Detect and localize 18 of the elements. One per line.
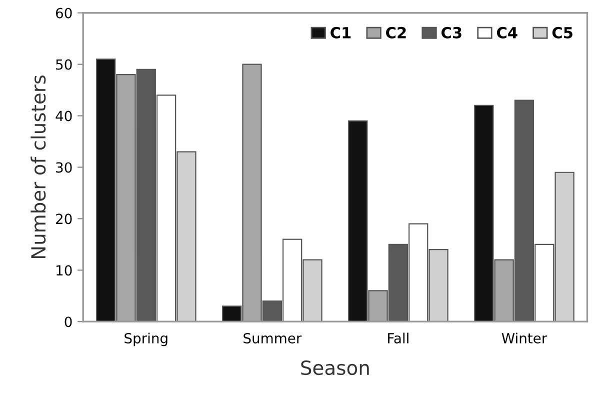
y-tick-label: 60	[56, 8, 72, 18]
x-tick-label: Winter	[502, 332, 548, 344]
x-axis-title: Season	[301, 360, 369, 376]
y-tick-label: 50	[56, 59, 72, 70]
legend-label: C2	[386, 26, 406, 38]
legend-label: C1	[330, 26, 351, 38]
y-tick-label: 10	[56, 265, 72, 276]
y-tick-label: 30	[56, 162, 72, 173]
x-tick-label: Fall	[388, 332, 408, 344]
legend-label: C3	[442, 26, 462, 38]
legend-label: C5	[552, 26, 572, 38]
y-tick-label: 40	[56, 110, 72, 122]
x-tick-label: Summer	[244, 332, 302, 344]
y-tick-label: 20	[56, 214, 72, 224]
legend-label: C4	[496, 26, 518, 38]
y-axis-title: Number of clusters	[30, 75, 46, 258]
x-tick-label: Spring	[124, 332, 168, 346]
y-tick-label: 0	[64, 316, 72, 328]
